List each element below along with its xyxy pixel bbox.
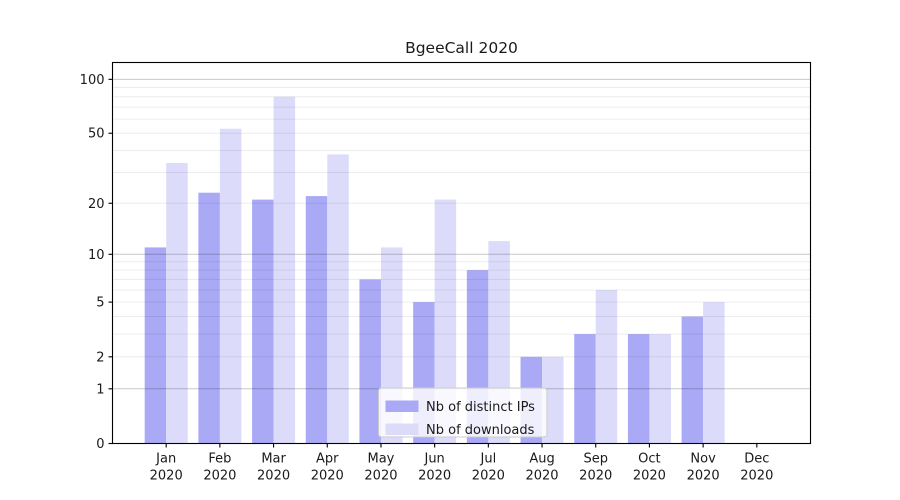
x-tick-label-year: 2020 xyxy=(418,469,451,484)
bar xyxy=(144,247,167,444)
y-tick-label: 20 xyxy=(88,197,105,212)
legend-swatch-downloads xyxy=(385,423,419,435)
plot-frame xyxy=(111,61,812,445)
x-tick-label-year: 2020 xyxy=(364,469,397,484)
bar xyxy=(681,316,704,444)
bar xyxy=(166,162,188,444)
bar xyxy=(703,302,725,444)
x-tick-label-month: Oct xyxy=(638,452,660,467)
bar xyxy=(359,279,381,444)
bar xyxy=(273,96,296,444)
x-tick-label-month: May xyxy=(368,452,395,467)
y-tick-label: 5 xyxy=(96,296,104,311)
x-tick-label-year: 2020 xyxy=(203,469,236,484)
x-tick-label-month: Apr xyxy=(316,452,339,467)
x-tick-label-year: 2020 xyxy=(311,469,344,484)
x-tick-label-month: Sep xyxy=(583,452,608,467)
x-tick-label-month: Jan xyxy=(155,452,176,467)
bar xyxy=(434,199,457,444)
bar xyxy=(252,199,274,444)
x-tick-label-month: Dec xyxy=(744,452,769,467)
legend-box xyxy=(378,387,548,438)
legend: Nb of distinct IPs Nb of downloads xyxy=(378,387,548,438)
bar xyxy=(574,334,596,444)
x-tick-label-year: 2020 xyxy=(687,469,720,484)
bar xyxy=(627,334,650,444)
y-tick-label: 10 xyxy=(88,248,105,263)
x-tick-label-year: 2020 xyxy=(740,469,773,484)
bar xyxy=(649,334,671,444)
x-tick-label-month: Jun xyxy=(423,452,444,467)
x-tick-label-month: Aug xyxy=(529,452,554,467)
chart-title: BgeeCall 2020 xyxy=(405,39,518,57)
y-tick-label: 100 xyxy=(80,73,105,88)
axes-layer: 0 1 2 5 10 20 50 100 Jan 2020 Feb 2020 Mar 2020 Apr 202… xyxy=(80,73,774,484)
y-tick-label: 1 xyxy=(96,382,104,397)
x-tick-label-year: 2020 xyxy=(472,469,505,484)
bar xyxy=(327,154,349,444)
bar xyxy=(305,196,328,444)
x-tick-label-year: 2020 xyxy=(257,469,290,484)
x-tick-label-month: Nov xyxy=(690,452,716,467)
gridlines-layer xyxy=(112,78,811,390)
legend-swatch-distinct-ips xyxy=(385,400,419,412)
y-tick-label: 50 xyxy=(88,127,105,142)
bar xyxy=(198,192,220,444)
x-tick-label-month: Jul xyxy=(480,452,497,467)
y-tick-label: 0 xyxy=(96,437,104,452)
x-tick-label-year: 2020 xyxy=(579,469,612,484)
x-tick-label-month: Mar xyxy=(261,452,286,467)
x-tick-label-year: 2020 xyxy=(525,469,558,484)
legend-label-distinct-ips: Nb of distinct IPs xyxy=(426,400,535,415)
x-tick-label-year: 2020 xyxy=(150,469,183,484)
y-tick-label: 2 xyxy=(96,350,104,365)
x-tick-label-year: 2020 xyxy=(633,469,666,484)
bar xyxy=(595,289,618,444)
legend-label-downloads: Nb of downloads xyxy=(426,423,535,438)
bar xyxy=(219,128,242,444)
x-tick-label-month: Feb xyxy=(208,452,231,467)
